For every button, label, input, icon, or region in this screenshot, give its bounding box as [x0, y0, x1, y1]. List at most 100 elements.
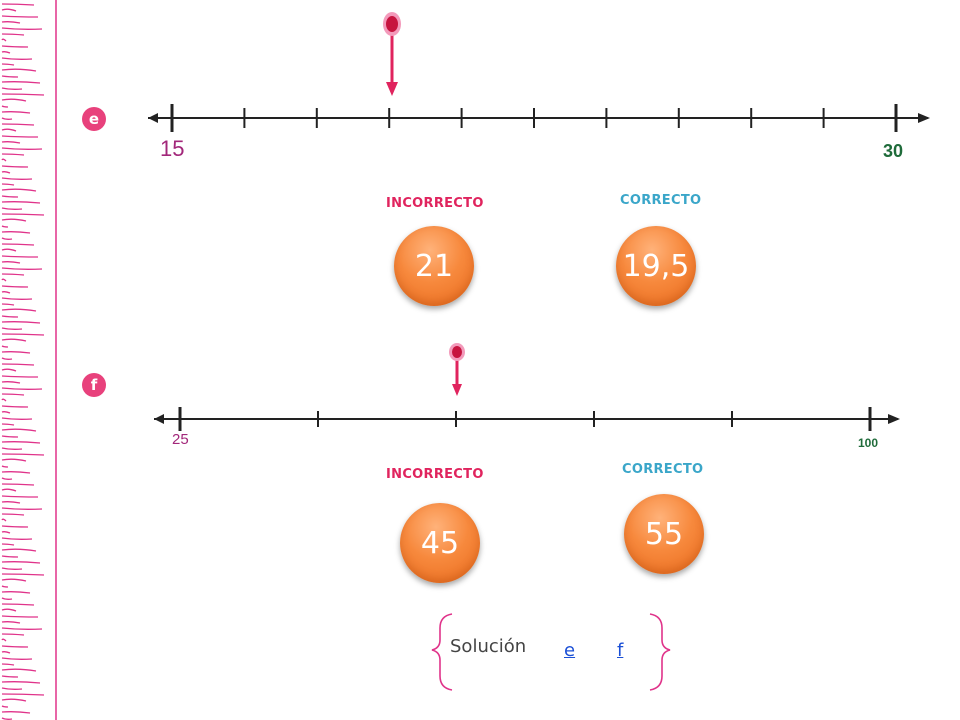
fringe-stroke: [1, 165, 29, 168]
fringe-stroke: [1, 651, 11, 654]
fringe-stroke: [1, 518, 7, 522]
solution-link-f[interactable]: f: [617, 640, 624, 661]
fringe-stroke: [1, 693, 45, 696]
fringe-stroke: [1, 38, 7, 42]
fringe-stroke: [1, 567, 23, 570]
fringe-stroke: [1, 285, 29, 288]
fringe-stroke: [1, 21, 21, 24]
fringe-stroke: [1, 555, 19, 558]
fringe-stroke: [1, 638, 7, 642]
fringe-stroke: [1, 207, 23, 210]
fringe-stroke: [1, 633, 25, 636]
number-line-e: [148, 104, 930, 132]
fringe-stroke: [1, 308, 37, 312]
fringe-stroke: [1, 57, 33, 60]
fringe-stroke: [1, 488, 17, 492]
solution-link-e[interactable]: e: [564, 640, 576, 661]
fringe-stroke: [1, 387, 43, 390]
fringe-stroke: [1, 333, 45, 336]
marker-pin-e: [383, 12, 401, 96]
fringe-stroke: [1, 411, 11, 414]
fringe-stroke: [1, 608, 17, 612]
fringe-stroke: [1, 188, 37, 192]
answer-option-55-button[interactable]: 55: [624, 494, 704, 574]
fringe-stroke: [1, 561, 41, 564]
fringe-stroke: [1, 327, 23, 330]
fringe-stroke: [1, 423, 15, 426]
fringe-stroke: [1, 368, 17, 372]
fringe-stroke: [1, 183, 15, 186]
notebook-edge-decoration: [1, 0, 57, 720]
line-f-start-label: 25: [172, 431, 189, 448]
fringe-stroke: [1, 578, 27, 582]
fringe-stroke: [1, 627, 43, 630]
fringe-stroke: [1, 428, 37, 432]
fringe-stroke: [1, 98, 27, 102]
fringe-stroke: [1, 87, 23, 90]
fringe-stroke: [1, 597, 13, 600]
fringe-stroke: [1, 51, 11, 54]
fringe-stroke: [1, 393, 25, 396]
fringe-stroke: [1, 68, 37, 72]
fringe-stroke: [1, 717, 13, 720]
fringe-stroke: [1, 255, 39, 258]
fringe-stroke: [1, 248, 17, 252]
fringe-stroke: [1, 231, 31, 234]
fringe-stroke: [1, 585, 9, 588]
fringe-stroke: [1, 201, 41, 204]
fringe-stroke: [1, 615, 39, 618]
fringe-stroke: [1, 513, 25, 516]
answer-option-45-button[interactable]: 45: [400, 503, 480, 583]
fringe-stroke: [1, 447, 23, 450]
fringe-stroke: [1, 128, 17, 132]
fringe-stroke: [1, 177, 33, 180]
fringe-stroke: [1, 465, 9, 468]
fringe-stroke: [1, 8, 17, 12]
fringe-stroke: [1, 105, 9, 108]
fringe-stroke: [1, 645, 29, 648]
fringe-stroke: [1, 687, 23, 690]
fringe-stroke: [1, 471, 31, 474]
fringe-stroke: [1, 398, 7, 402]
fringe-stroke: [1, 267, 43, 270]
fringe-stroke: [1, 291, 11, 294]
fringe-stroke: [1, 405, 29, 408]
fringe-stroke: [1, 363, 35, 366]
fringe-stroke: [1, 345, 9, 348]
fringe-stroke: [1, 117, 13, 120]
fringe-stroke: [1, 63, 15, 66]
fringe-stroke: [1, 3, 35, 6]
fringe-stroke: [1, 657, 33, 660]
fringe-stroke: [1, 453, 45, 456]
fringe-stroke: [1, 27, 43, 30]
fringe-stroke: [1, 525, 29, 528]
option-e1-status: INCORRECTO: [386, 196, 484, 211]
line-f-end-label: 100: [858, 436, 879, 450]
fringe-stroke: [1, 141, 21, 144]
answer-option-21-button[interactable]: 21: [394, 226, 474, 306]
fringe-stroke: [1, 123, 35, 126]
fringe-stroke: [1, 338, 27, 342]
fringe-stroke: [1, 81, 41, 84]
fringe-stroke: [1, 147, 43, 150]
fringe-stroke: [1, 195, 19, 198]
answer-option-19-5-button[interactable]: 19,5: [616, 226, 696, 306]
option-f2-status: CORRECTO: [622, 462, 704, 477]
fringe-stroke: [1, 171, 11, 174]
fringe-stroke: [1, 537, 33, 540]
fringe-stroke: [1, 507, 43, 510]
fringe-stroke: [1, 111, 31, 114]
fringe-stroke: [1, 135, 39, 138]
fringe-stroke: [1, 435, 19, 438]
fringe-stroke: [1, 15, 39, 18]
fringe-stroke: [1, 668, 37, 672]
fringe-stroke: [1, 483, 35, 486]
fringe-stroke: [1, 375, 39, 378]
fringe-stroke: [1, 45, 29, 48]
fringe-stroke: [1, 237, 13, 240]
fringe-stroke: [1, 315, 19, 318]
fringe-stroke: [1, 297, 33, 300]
fringe-stroke: [1, 351, 31, 354]
fringe-stroke: [1, 33, 25, 36]
